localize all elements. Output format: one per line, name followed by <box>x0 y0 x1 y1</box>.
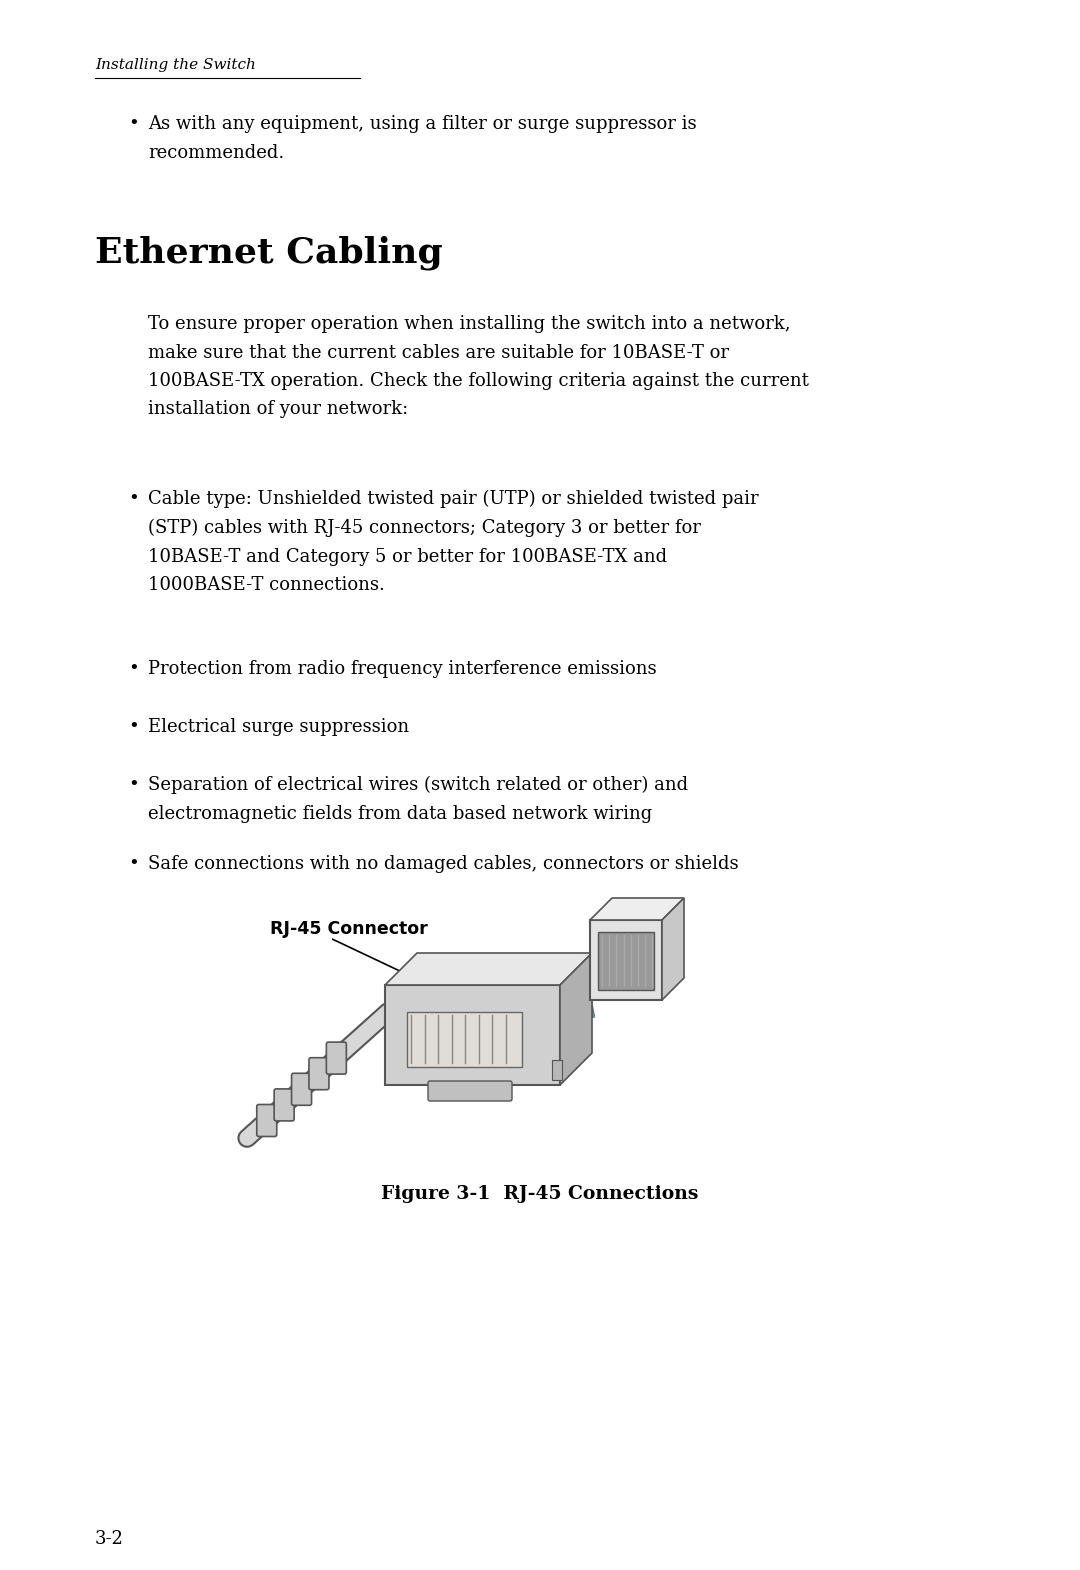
Text: Safe connections with no damaged cables, connectors or shields: Safe connections with no damaged cables,… <box>148 856 739 873</box>
Polygon shape <box>384 953 592 984</box>
Text: As with any equipment, using a filter or surge suppressor is
recommended.: As with any equipment, using a filter or… <box>148 115 697 162</box>
Text: Ethernet Cabling: Ethernet Cabling <box>95 236 443 270</box>
FancyBboxPatch shape <box>428 1082 512 1101</box>
Polygon shape <box>561 953 592 1085</box>
Text: •: • <box>129 776 138 794</box>
Text: •: • <box>129 717 138 736</box>
Text: •: • <box>129 115 138 133</box>
Text: •: • <box>129 856 138 873</box>
Bar <box>590 920 662 1000</box>
Text: •: • <box>129 659 138 678</box>
FancyBboxPatch shape <box>274 1090 294 1121</box>
Text: RJ-45 Connector: RJ-45 Connector <box>270 920 428 937</box>
Polygon shape <box>590 898 684 920</box>
Bar <box>407 1013 522 1068</box>
Text: To ensure proper operation when installing the switch into a network,
make sure : To ensure proper operation when installi… <box>148 316 809 419</box>
Bar <box>552 1060 562 1080</box>
Bar <box>384 984 561 1085</box>
Polygon shape <box>662 898 684 1000</box>
Text: Protection from radio frequency interference emissions: Protection from radio frequency interfer… <box>148 659 657 678</box>
Text: Installing the Switch: Installing the Switch <box>95 58 256 72</box>
Text: Figure 3-1  RJ-45 Connections: Figure 3-1 RJ-45 Connections <box>381 1185 699 1203</box>
Bar <box>598 933 654 991</box>
Text: •: • <box>129 490 138 509</box>
FancyBboxPatch shape <box>326 1042 347 1074</box>
Text: Separation of electrical wires (switch related or other) and
electromagnetic fie: Separation of electrical wires (switch r… <box>148 776 688 823</box>
Text: Electrical surge suppression: Electrical surge suppression <box>148 717 409 736</box>
Text: Cable type: Unshielded twisted pair (UTP) or shielded twisted pair
(STP) cables : Cable type: Unshielded twisted pair (UTP… <box>148 490 758 593</box>
FancyBboxPatch shape <box>257 1105 276 1137</box>
Text: 3-2: 3-2 <box>95 1531 124 1548</box>
FancyBboxPatch shape <box>292 1074 311 1105</box>
FancyBboxPatch shape <box>309 1058 329 1090</box>
